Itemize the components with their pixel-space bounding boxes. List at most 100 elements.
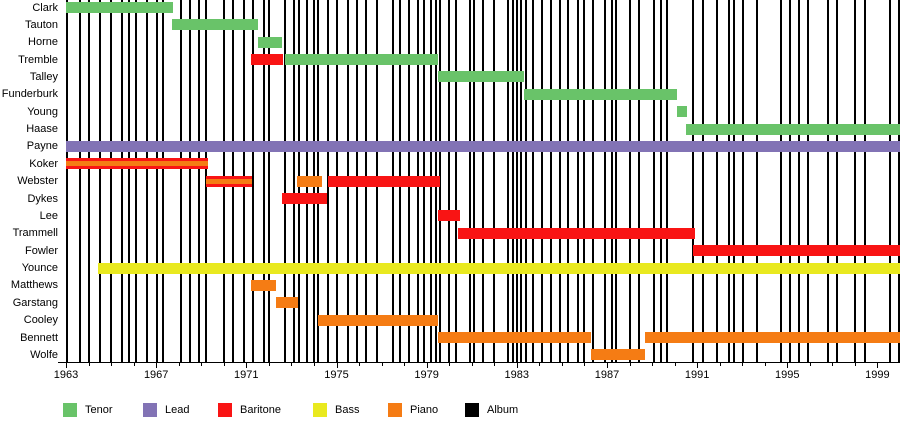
- axis-minor-tick: [291, 363, 293, 366]
- album-line: [454, 0, 457, 362]
- album-line: [716, 0, 719, 362]
- album-line: [515, 0, 518, 362]
- axis-tick-label: 1971: [234, 369, 259, 381]
- album-line: [615, 0, 617, 362]
- axis-minor-tick: [381, 363, 383, 366]
- album-line: [512, 0, 515, 362]
- axis-minor-tick: [178, 363, 180, 366]
- axis-major-tick: [516, 363, 518, 368]
- legend-swatch-icon: [63, 403, 77, 417]
- row-label: Bennett: [20, 331, 58, 344]
- album-line: [87, 0, 90, 362]
- timeline-bar: [437, 71, 524, 83]
- album-line: [755, 0, 758, 362]
- album-line: [146, 0, 149, 362]
- axis-tick-label: 1975: [324, 369, 349, 381]
- album-line: [161, 0, 164, 362]
- album-line: [592, 0, 595, 362]
- album-line: [128, 0, 131, 362]
- timeline-bar: [66, 140, 900, 152]
- row-label: Young: [27, 105, 58, 118]
- album-line: [628, 0, 631, 362]
- axis-minor-tick: [629, 363, 631, 366]
- axis-minor-tick: [471, 363, 473, 366]
- album-line: [549, 0, 552, 362]
- axis-minor-tick: [201, 363, 203, 366]
- album-line: [524, 0, 527, 362]
- album-line: [742, 0, 745, 362]
- axis-major-tick: [607, 363, 608, 368]
- album-line: [283, 0, 286, 362]
- axis-major-tick: [66, 363, 67, 368]
- axis-minor-tick: [539, 363, 541, 366]
- row-label: Clark: [32, 1, 58, 14]
- timeline-bar: [97, 262, 900, 274]
- timeline-bar: [437, 210, 461, 222]
- timeline-bar: [250, 279, 276, 291]
- album-line: [558, 0, 561, 362]
- album-line: [156, 0, 159, 362]
- album-line: [263, 0, 266, 362]
- album-line: [583, 0, 586, 362]
- album-line: [788, 0, 791, 362]
- row-label: Horne: [28, 36, 58, 49]
- album-line: [252, 0, 255, 362]
- album-line: [506, 0, 509, 362]
- timeline-bar: [284, 54, 438, 66]
- axis-tick-label: 1991: [684, 369, 710, 381]
- album-line: [603, 0, 606, 362]
- album-line: [610, 0, 613, 362]
- timeline-bar: [685, 123, 900, 135]
- axis-major-tick: [336, 363, 338, 368]
- axis-tick-label: 1979: [414, 369, 439, 381]
- legend-swatch-icon: [218, 403, 232, 417]
- album-line: [448, 0, 451, 362]
- axis-tick-label: 1995: [775, 369, 800, 381]
- album-line: [826, 0, 829, 362]
- axis-major-tick: [426, 363, 428, 368]
- axis-major-tick: [246, 363, 248, 368]
- axis-minor-tick: [133, 363, 135, 366]
- timeline-bar: [318, 314, 438, 326]
- album-line: [665, 0, 668, 362]
- timeline-bar: [275, 297, 299, 309]
- axis-minor-tick: [223, 363, 225, 366]
- axis-minor-tick: [832, 363, 834, 366]
- axis-minor-tick: [88, 363, 90, 366]
- album-line: [198, 0, 200, 362]
- axis-major-tick: [787, 363, 789, 368]
- album-line: [653, 0, 656, 362]
- timeline-bar: [676, 106, 687, 118]
- axis-major-tick: [877, 363, 879, 368]
- axis-minor-tick: [313, 363, 315, 366]
- row-label: Koker: [29, 157, 58, 170]
- axis-minor-tick: [561, 363, 563, 366]
- row-label: Haase: [26, 123, 58, 136]
- album-line: [576, 0, 579, 362]
- row-label: Fowler: [24, 244, 58, 257]
- axis-minor-tick: [764, 363, 766, 366]
- album-line: [660, 0, 663, 362]
- row-label: Younce: [21, 262, 58, 275]
- album-line: [468, 0, 471, 362]
- timeline-bar: [282, 193, 328, 205]
- timeline-bar: [250, 54, 284, 66]
- album-line: [806, 0, 809, 362]
- axis-minor-tick: [652, 363, 653, 366]
- album-line: [733, 0, 736, 362]
- row-label: Lee: [39, 209, 58, 222]
- legend-label: Bass: [335, 404, 360, 416]
- axis-minor-tick: [359, 363, 360, 366]
- album-line: [779, 0, 782, 362]
- legend-label: Piano: [410, 404, 439, 416]
- axis-minor-tick: [449, 363, 451, 366]
- album-line: [888, 0, 891, 362]
- legend-swatch-icon: [143, 403, 157, 417]
- timeline-bar: [205, 175, 252, 187]
- album-line: [482, 0, 484, 362]
- album-line: [701, 0, 704, 362]
- timeline-bar: [523, 88, 677, 100]
- row-label: Tremble: [18, 53, 58, 66]
- timeline-bar: [171, 19, 258, 31]
